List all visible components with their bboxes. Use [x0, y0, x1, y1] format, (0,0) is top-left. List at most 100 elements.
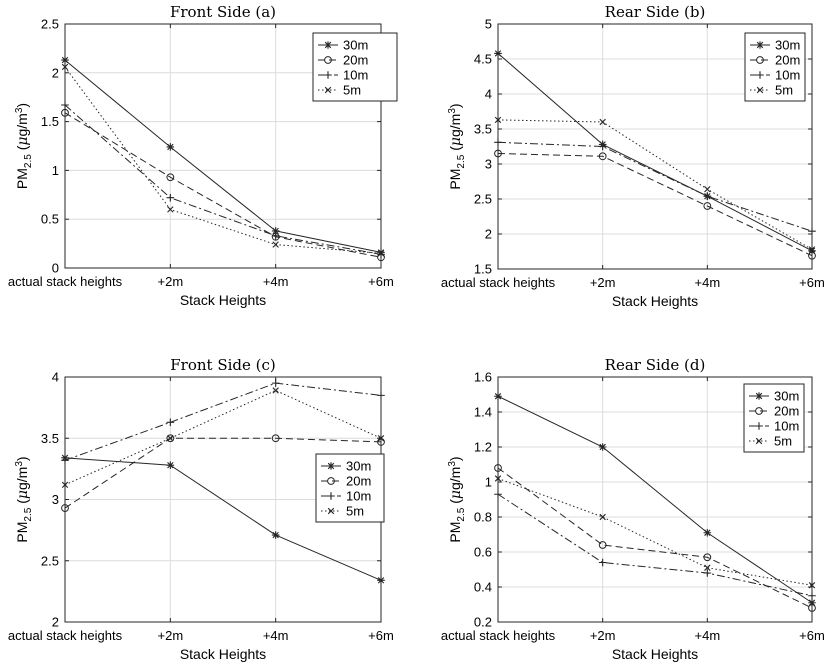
- legend-label-5m: 5m: [343, 83, 361, 98]
- chart-title: Front Side (c): [170, 356, 276, 374]
- x-tick-label: +2m: [590, 275, 616, 290]
- data-point-5m: [377, 435, 385, 442]
- legend-label-30m: 30m: [774, 389, 799, 404]
- data-point-20m: [808, 604, 816, 612]
- y-axis-label: PM2.5 (μg/m3): [447, 456, 467, 542]
- y-label-mu: μ: [15, 137, 31, 146]
- series-line-10m: [497, 141, 813, 232]
- y-label-open: (: [14, 145, 30, 154]
- y-axis-label: PM2.5 (μg/m3): [14, 456, 34, 542]
- x-axis-label: Stack Heights: [180, 646, 266, 662]
- data-point-30m: [494, 49, 502, 58]
- y-axis-label: PM2.5 (μg/m3): [14, 103, 34, 189]
- x-axis-label: Stack Heights: [180, 292, 266, 308]
- y-label-sub: 2.5: [456, 507, 467, 521]
- y-label-sup: 3: [14, 107, 25, 113]
- x-tick-label: +2m: [158, 274, 184, 289]
- data-point-20m: [61, 108, 69, 117]
- series-line-10m: [64, 104, 382, 255]
- y-label-sup: 3: [14, 461, 25, 467]
- legend-label-20m: 20m: [346, 474, 371, 489]
- data-point-10m: [494, 138, 502, 147]
- data-point-5m: [704, 564, 711, 571]
- legend-label-30m: 30m: [346, 459, 371, 474]
- x-axis-label: Stack Heights: [612, 646, 698, 662]
- y-tick-label: 2: [52, 65, 59, 80]
- data-point-5m: [61, 63, 69, 71]
- y-label-sup: 3: [447, 461, 458, 467]
- y-label-close: ): [14, 456, 30, 461]
- data-point-20m: [598, 152, 607, 161]
- series-line-5m: [497, 478, 813, 586]
- data-point-20m: [703, 553, 712, 562]
- data-point-10m: [61, 456, 69, 465]
- y-tick-label: 3.5: [474, 122, 492, 137]
- data-point-5m: [704, 186, 711, 193]
- x-tick-label: +2m: [590, 628, 616, 643]
- data-point-5m: [167, 435, 174, 442]
- legend-marker-30m: [327, 462, 335, 470]
- legend-marker-5m: [324, 86, 332, 94]
- y-label-close: ): [447, 103, 463, 108]
- data-point-5m: [808, 246, 816, 253]
- chart-panel-c: actual stack heights +2m +4m +6m 2 2.5 3 3.5 4 Fr…: [8, 356, 394, 662]
- y-tick-label: 3: [52, 492, 59, 507]
- y-label-main: PM: [447, 522, 463, 543]
- legend-label-10m: 10m: [775, 68, 800, 83]
- series-line-20m: [497, 153, 813, 257]
- chart-panel-b: actual stack heights +2m +4m +6m 1.5 2 2.5 3 3.5…: [441, 3, 825, 309]
- chart-title: Front Side (a): [170, 3, 276, 21]
- series-20m: [494, 149, 816, 260]
- y-tick-label: 2.5: [41, 17, 59, 32]
- data-point-5m: [272, 241, 279, 248]
- x-tick-label: +6m: [799, 628, 825, 643]
- y-tick-label: 1.5: [474, 262, 492, 277]
- y-axis-label: PM2.5 (μg/m3): [447, 103, 467, 189]
- legend-marker-20m: [324, 56, 332, 64]
- x-tick-label: actual stack heights: [8, 628, 123, 643]
- y-tick-label: 3: [485, 157, 492, 172]
- legend-label-20m: 20m: [774, 404, 799, 419]
- data-point-10m: [703, 569, 712, 577]
- series-10m: [494, 138, 816, 235]
- legend-marker-30m: [755, 392, 763, 400]
- x-tick-label: actual stack heights: [8, 274, 123, 289]
- data-point-30m: [61, 56, 69, 64]
- legend-marker-20m: [755, 407, 763, 415]
- chart-panel-a: actual stack heights +2m +4m +6m 0 0.5 1 1.5 2 2.…: [8, 3, 398, 308]
- y-tick-label: 5: [485, 17, 492, 32]
- y-tick-label: 3.5: [41, 431, 59, 446]
- data-point-20m: [494, 149, 502, 158]
- series-5m: [494, 116, 816, 253]
- series-line-30m: [497, 53, 813, 252]
- series-10m: [61, 101, 385, 259]
- y-label-main: PM: [14, 522, 30, 543]
- data-point-20m: [271, 434, 280, 443]
- x-tick-label: +6m: [368, 274, 394, 289]
- series-line-5m: [497, 119, 813, 250]
- data-point-20m: [808, 251, 816, 260]
- y-tick-label: 2: [52, 615, 59, 630]
- y-label-sub: 2.5: [23, 154, 34, 168]
- data-point-5m: [377, 250, 385, 257]
- y-label-main: PM: [14, 168, 30, 189]
- data-point-5m: [272, 387, 279, 394]
- data-point-30m: [271, 531, 280, 539]
- data-point-10m: [377, 391, 385, 400]
- data-point-5m: [167, 206, 174, 213]
- chart-title: Rear Side (b): [605, 3, 706, 21]
- data-point-10m: [166, 193, 175, 202]
- series-20m: [61, 108, 385, 262]
- legend-label-5m: 5m: [346, 504, 364, 519]
- data-point-10m: [808, 591, 816, 600]
- data-point-5m: [494, 116, 502, 124]
- data-point-5m: [599, 513, 606, 521]
- y-tick-label: 2.5: [41, 553, 59, 568]
- data-point-30m: [166, 143, 175, 151]
- data-point-5m: [808, 582, 816, 589]
- y-label-unit: g/m: [14, 467, 30, 490]
- data-point-30m: [808, 598, 816, 607]
